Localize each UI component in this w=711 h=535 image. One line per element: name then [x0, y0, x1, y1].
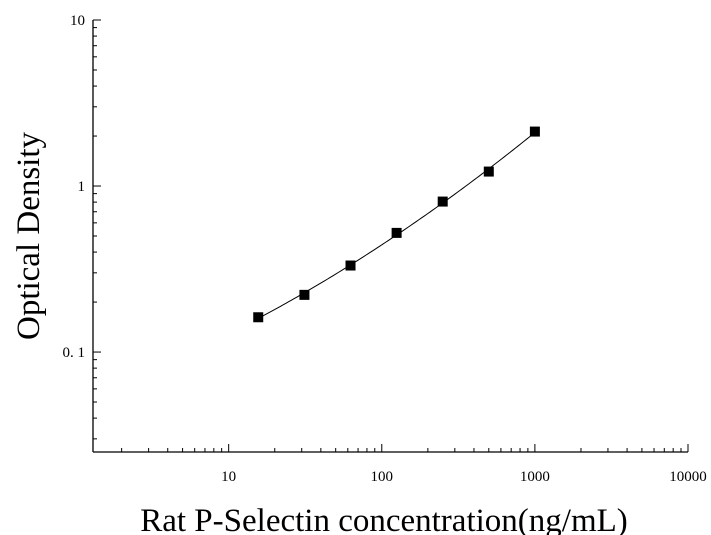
axes [92, 20, 688, 453]
y-axis-label: Optical Density [11, 131, 47, 340]
y-tick-label: 1 [78, 179, 86, 195]
y-tick-labels: 0. 1 1 10 [63, 13, 86, 361]
x-axis-label: Rat P-Selectin concentration(ng/mL) [140, 503, 628, 535]
x-tick-label: 10 [221, 469, 236, 485]
data-point [253, 312, 264, 323]
x-tick-labels: 10 100 1000 10000 [221, 469, 707, 485]
data-points [253, 126, 540, 323]
data-point [299, 289, 310, 300]
y-ticks [93, 19, 101, 440]
data-point [483, 166, 494, 177]
x-tick-label: 100 [371, 469, 394, 485]
y-tick-label: 10 [70, 13, 85, 29]
y-tick-label: 0. 1 [63, 345, 86, 361]
data-point [529, 126, 540, 137]
x-tick-label: 1000 [520, 469, 550, 485]
x-tick-label: 10000 [669, 469, 707, 485]
data-point [437, 196, 448, 207]
x-ticks [121, 444, 689, 452]
data-point [345, 260, 356, 271]
data-point [391, 227, 402, 238]
